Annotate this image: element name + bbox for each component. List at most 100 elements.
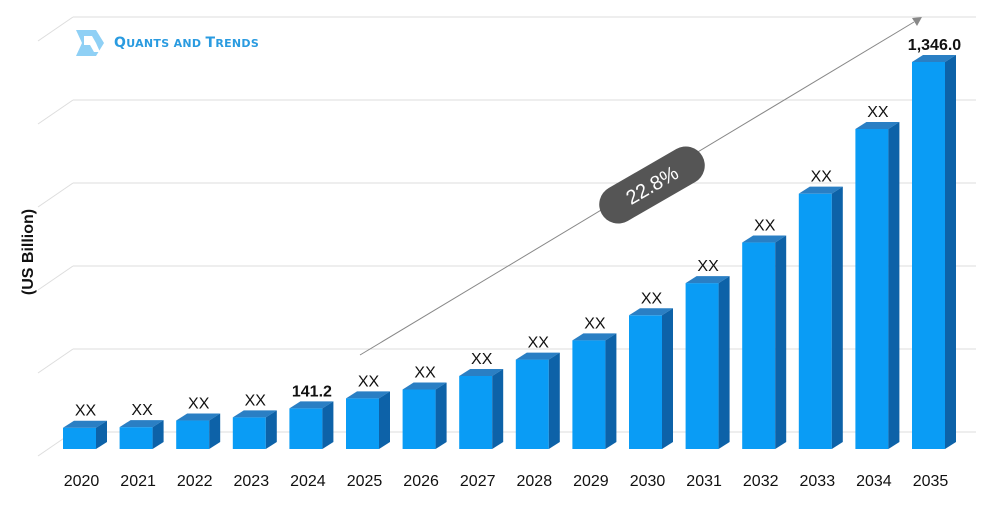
bar-top [629,308,673,316]
bar-2029: XX 2029 [572,315,617,490]
gridline-slant [37,265,74,291]
bar-2023: XX 2023 [232,392,277,490]
bar-front [176,420,210,449]
x-tick-label: 2035 [913,473,949,490]
data-label: XX [641,290,663,307]
bar-2020: XX 2020 [63,403,107,490]
bar-top [912,55,956,62]
bar-top [798,186,843,194]
data-label: XX [75,403,97,420]
gridline-slant [37,348,74,374]
x-tick-label: 2027 [460,473,496,490]
bar-2033: XX 2033 [798,169,843,490]
bar-top [402,382,447,390]
x-tick-label: 2031 [686,473,722,490]
bar-side [322,401,334,449]
gridline-slant [37,16,74,42]
trend-arrowhead [912,17,922,26]
bar-top [289,401,334,409]
bar-2024: 141.2 2024 [289,383,334,490]
bar-front [346,398,379,449]
bars: XX2020XX2021XX2022XX2023141.22024XX2025X… [63,37,961,490]
bar-side [265,410,277,449]
data-label: XX [811,169,833,186]
logo-icon [76,30,104,56]
bar-2027: XX 2027 [459,351,504,490]
data-label: XX [131,402,153,419]
bar-front [515,359,549,449]
x-tick-label: 2020 [64,473,100,490]
bar-top [855,121,900,129]
data-label: XX [358,373,380,390]
bar-top [572,333,617,341]
bar-top [232,410,277,418]
bar-side [775,235,787,449]
brand-logo: QUANTS AND TRENDS [70,26,259,60]
data-label: XX [471,351,493,368]
bar-front [63,427,96,449]
data-label: XX [245,392,267,409]
bar-side [888,121,900,450]
logo-text-uants: UANTS AND [126,37,206,50]
bar-front [119,427,153,449]
bar-top [459,368,504,376]
bar-top [515,352,560,360]
bar-2022: XX 2022 [176,396,221,490]
bar-side [492,368,504,449]
bar-side [605,333,617,449]
bar-side [831,186,843,449]
bar-top [742,235,787,243]
bar-side [662,308,673,449]
bar-front [798,193,832,449]
x-tick-label: 2021 [120,473,156,490]
x-tick-label: 2028 [517,473,553,490]
bar-side [718,276,730,449]
bar-top [119,420,164,428]
bar-side [945,55,956,449]
bar-top [63,420,107,428]
cagr-badge: 22.8% [599,146,705,224]
bar-front [912,62,945,449]
bar-2032: XX 2032 [742,218,787,490]
bar-front [402,389,436,449]
data-label: XX [414,364,436,381]
data-label: XX [188,396,210,413]
gridline-slant [37,99,74,125]
bar-side [435,382,447,449]
data-label: XX [697,258,719,275]
data-label: XX [754,218,776,235]
bar-2021: XX 2021 [119,402,164,490]
x-tick-label: 2032 [743,473,779,490]
bar-2034: XX 2034 [855,104,900,490]
bar-2028: XX 2028 [515,335,560,490]
x-tick-label: 2024 [290,473,326,490]
bar-2030: XX 2030 [629,290,673,490]
bar-front [572,340,606,449]
bar-top [685,276,730,284]
x-tick-label: 2033 [800,473,836,490]
data-label: 1,346.0 [908,37,961,54]
bar-side [209,413,221,449]
bar-2031: XX 2031 [685,258,730,490]
bar-front [685,283,719,449]
bar-top [176,413,221,421]
x-tick-label: 2029 [573,473,609,490]
data-label: XX [867,104,889,121]
bar-front [232,417,266,449]
bar-front [629,315,662,449]
bar-side [548,352,560,449]
bar-front [289,408,323,449]
x-tick-label: 2030 [630,473,666,490]
bar-2035: 1,346.0 2035 [908,37,961,490]
gridlines [37,16,976,457]
data-label: 141.2 [292,383,332,400]
data-label: XX [584,315,606,332]
logo-text-t: T [205,35,216,51]
data-label: XX [528,335,550,352]
bar-2025: XX 2025 [346,373,390,490]
bar-side [379,391,390,449]
x-tick-label: 2023 [234,473,270,490]
badge-pill [599,146,705,224]
bar-front [855,128,889,449]
